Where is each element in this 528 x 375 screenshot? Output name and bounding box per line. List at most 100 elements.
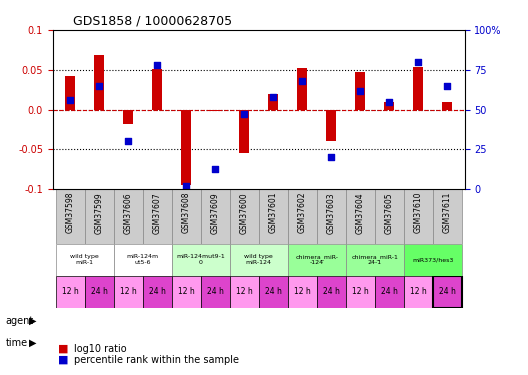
Bar (84, 189, 114, 244)
Bar (413, 68, 423, 110)
Text: GDS1858 / 10000628705: GDS1858 / 10000628705 (73, 15, 232, 27)
Bar (55, 189, 84, 244)
Bar (355, 72, 365, 110)
Bar (404, 244, 462, 276)
Bar (239, 110, 249, 153)
Bar (433, 189, 462, 244)
Text: GSM37607: GSM37607 (153, 192, 162, 234)
Point (240, 111, 249, 117)
Bar (94, 56, 105, 110)
Text: 24 h: 24 h (323, 287, 340, 296)
Text: wild type
miR-124: wild type miR-124 (244, 254, 273, 265)
Bar (210, 110, 220, 111)
Bar (123, 110, 133, 124)
Text: 24 h: 24 h (439, 287, 456, 296)
Bar (288, 189, 317, 244)
Text: 12 h: 12 h (62, 287, 79, 296)
Bar (288, 244, 346, 276)
Text: GSM37610: GSM37610 (414, 192, 423, 234)
Text: GSM37600: GSM37600 (240, 192, 249, 234)
Point (66, 97, 74, 103)
Text: wild type
miR-1: wild type miR-1 (70, 254, 99, 265)
Text: 24 h: 24 h (207, 287, 224, 296)
Text: ■: ■ (58, 344, 69, 354)
Text: GSM37602: GSM37602 (298, 192, 307, 234)
Point (414, 59, 422, 65)
Bar (55, 244, 114, 276)
Text: 12 h: 12 h (178, 287, 195, 296)
Bar (259, 189, 288, 244)
Bar (288, 276, 317, 308)
Text: 12 h: 12 h (236, 287, 252, 296)
Bar (384, 102, 394, 109)
Bar (172, 244, 230, 276)
Text: ▶: ▶ (29, 316, 36, 326)
Bar (346, 189, 375, 244)
Text: GSM37598: GSM37598 (65, 192, 74, 234)
Point (269, 94, 277, 100)
Point (211, 165, 220, 171)
Text: GSM37599: GSM37599 (95, 192, 103, 234)
Text: miR373/hes3: miR373/hes3 (412, 257, 454, 262)
Bar (230, 276, 259, 308)
Bar (201, 189, 230, 244)
Text: GSM37605: GSM37605 (385, 192, 394, 234)
Text: GSM37611: GSM37611 (443, 192, 452, 233)
Point (385, 99, 393, 105)
Text: ■: ■ (58, 355, 69, 365)
Bar (143, 189, 172, 244)
Bar (346, 276, 375, 308)
Text: ▶: ▶ (29, 338, 36, 348)
Text: 24 h: 24 h (149, 287, 166, 296)
Bar (84, 276, 114, 308)
Text: GSM37608: GSM37608 (182, 192, 191, 234)
Text: GSM37604: GSM37604 (356, 192, 365, 234)
Point (153, 62, 162, 68)
Point (327, 154, 335, 160)
Bar (172, 276, 201, 308)
Text: miR-124mut9-1
0: miR-124mut9-1 0 (176, 254, 225, 265)
Text: GSM37603: GSM37603 (327, 192, 336, 234)
Bar (375, 276, 404, 308)
Bar (114, 276, 143, 308)
Bar (317, 276, 346, 308)
Text: 12 h: 12 h (410, 287, 427, 296)
Bar (433, 276, 462, 308)
Bar (404, 189, 433, 244)
Point (124, 138, 133, 144)
Text: agent: agent (5, 316, 34, 326)
Point (182, 183, 191, 189)
Bar (326, 110, 336, 141)
Text: GSM37609: GSM37609 (211, 192, 220, 234)
Bar (230, 244, 288, 276)
Text: time: time (5, 338, 27, 348)
Text: 24 h: 24 h (265, 287, 281, 296)
Point (443, 83, 451, 89)
Bar (230, 189, 259, 244)
Text: log10 ratio: log10 ratio (74, 344, 127, 354)
Text: percentile rank within the sample: percentile rank within the sample (74, 355, 239, 365)
Bar (375, 189, 404, 244)
Point (356, 87, 364, 93)
Bar (404, 276, 433, 308)
Bar (297, 68, 307, 110)
Bar (114, 244, 172, 276)
Bar (172, 189, 201, 244)
Bar (317, 189, 346, 244)
Bar (114, 189, 143, 244)
Text: miR-124m
ut5-6: miR-124m ut5-6 (127, 254, 159, 265)
Text: GSM37601: GSM37601 (269, 192, 278, 234)
Bar (55, 276, 84, 308)
Bar (442, 102, 452, 109)
Bar (259, 276, 288, 308)
Text: 12 h: 12 h (294, 287, 310, 296)
Bar (152, 69, 162, 110)
Point (95, 83, 103, 89)
Text: chimera_miR-1
24-1: chimera_miR-1 24-1 (351, 254, 398, 266)
Bar (433, 276, 462, 308)
Bar (65, 76, 76, 109)
Text: 24 h: 24 h (91, 287, 108, 296)
Bar (201, 276, 230, 308)
Text: 12 h: 12 h (352, 287, 369, 296)
Bar (143, 276, 172, 308)
